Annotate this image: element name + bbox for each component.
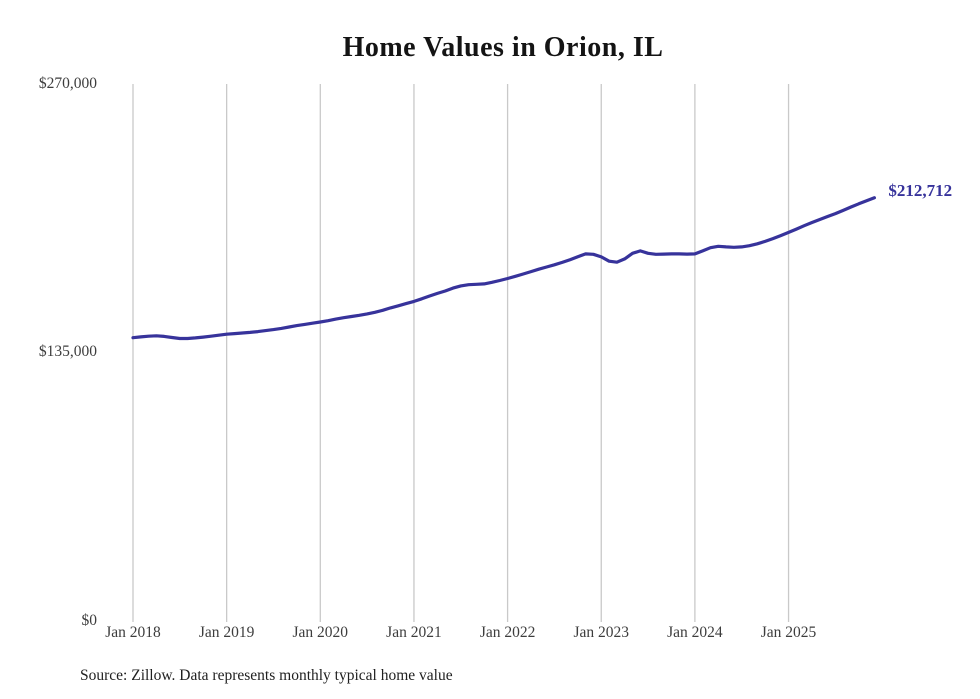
y-tick-label: $0 [81, 611, 98, 629]
y-tick-label: $270,000 [38, 75, 97, 92]
x-tick-label: Jan 2023 [573, 624, 630, 641]
chart-title: Home Values in Orion, IL [342, 32, 664, 63]
y-tick-label: $135,000 [38, 343, 97, 361]
x-tick-label: Jan 2018 [105, 624, 161, 641]
home-value-line-series [131, 196, 877, 341]
x-tick-label: Jan 2025 [760, 624, 817, 641]
source-note: Source: Zillow. Data represents monthly … [80, 667, 453, 684]
x-tick-label: Jan 2024 [667, 624, 723, 641]
x-tick-label: Jan 2021 [386, 624, 442, 641]
x-tick-label: Jan 2022 [479, 624, 536, 641]
latest-value-label: $212,712 [888, 180, 953, 200]
x-tick-label: Jan 2020 [292, 624, 349, 641]
x-tick-label: Jan 2019 [198, 624, 255, 641]
